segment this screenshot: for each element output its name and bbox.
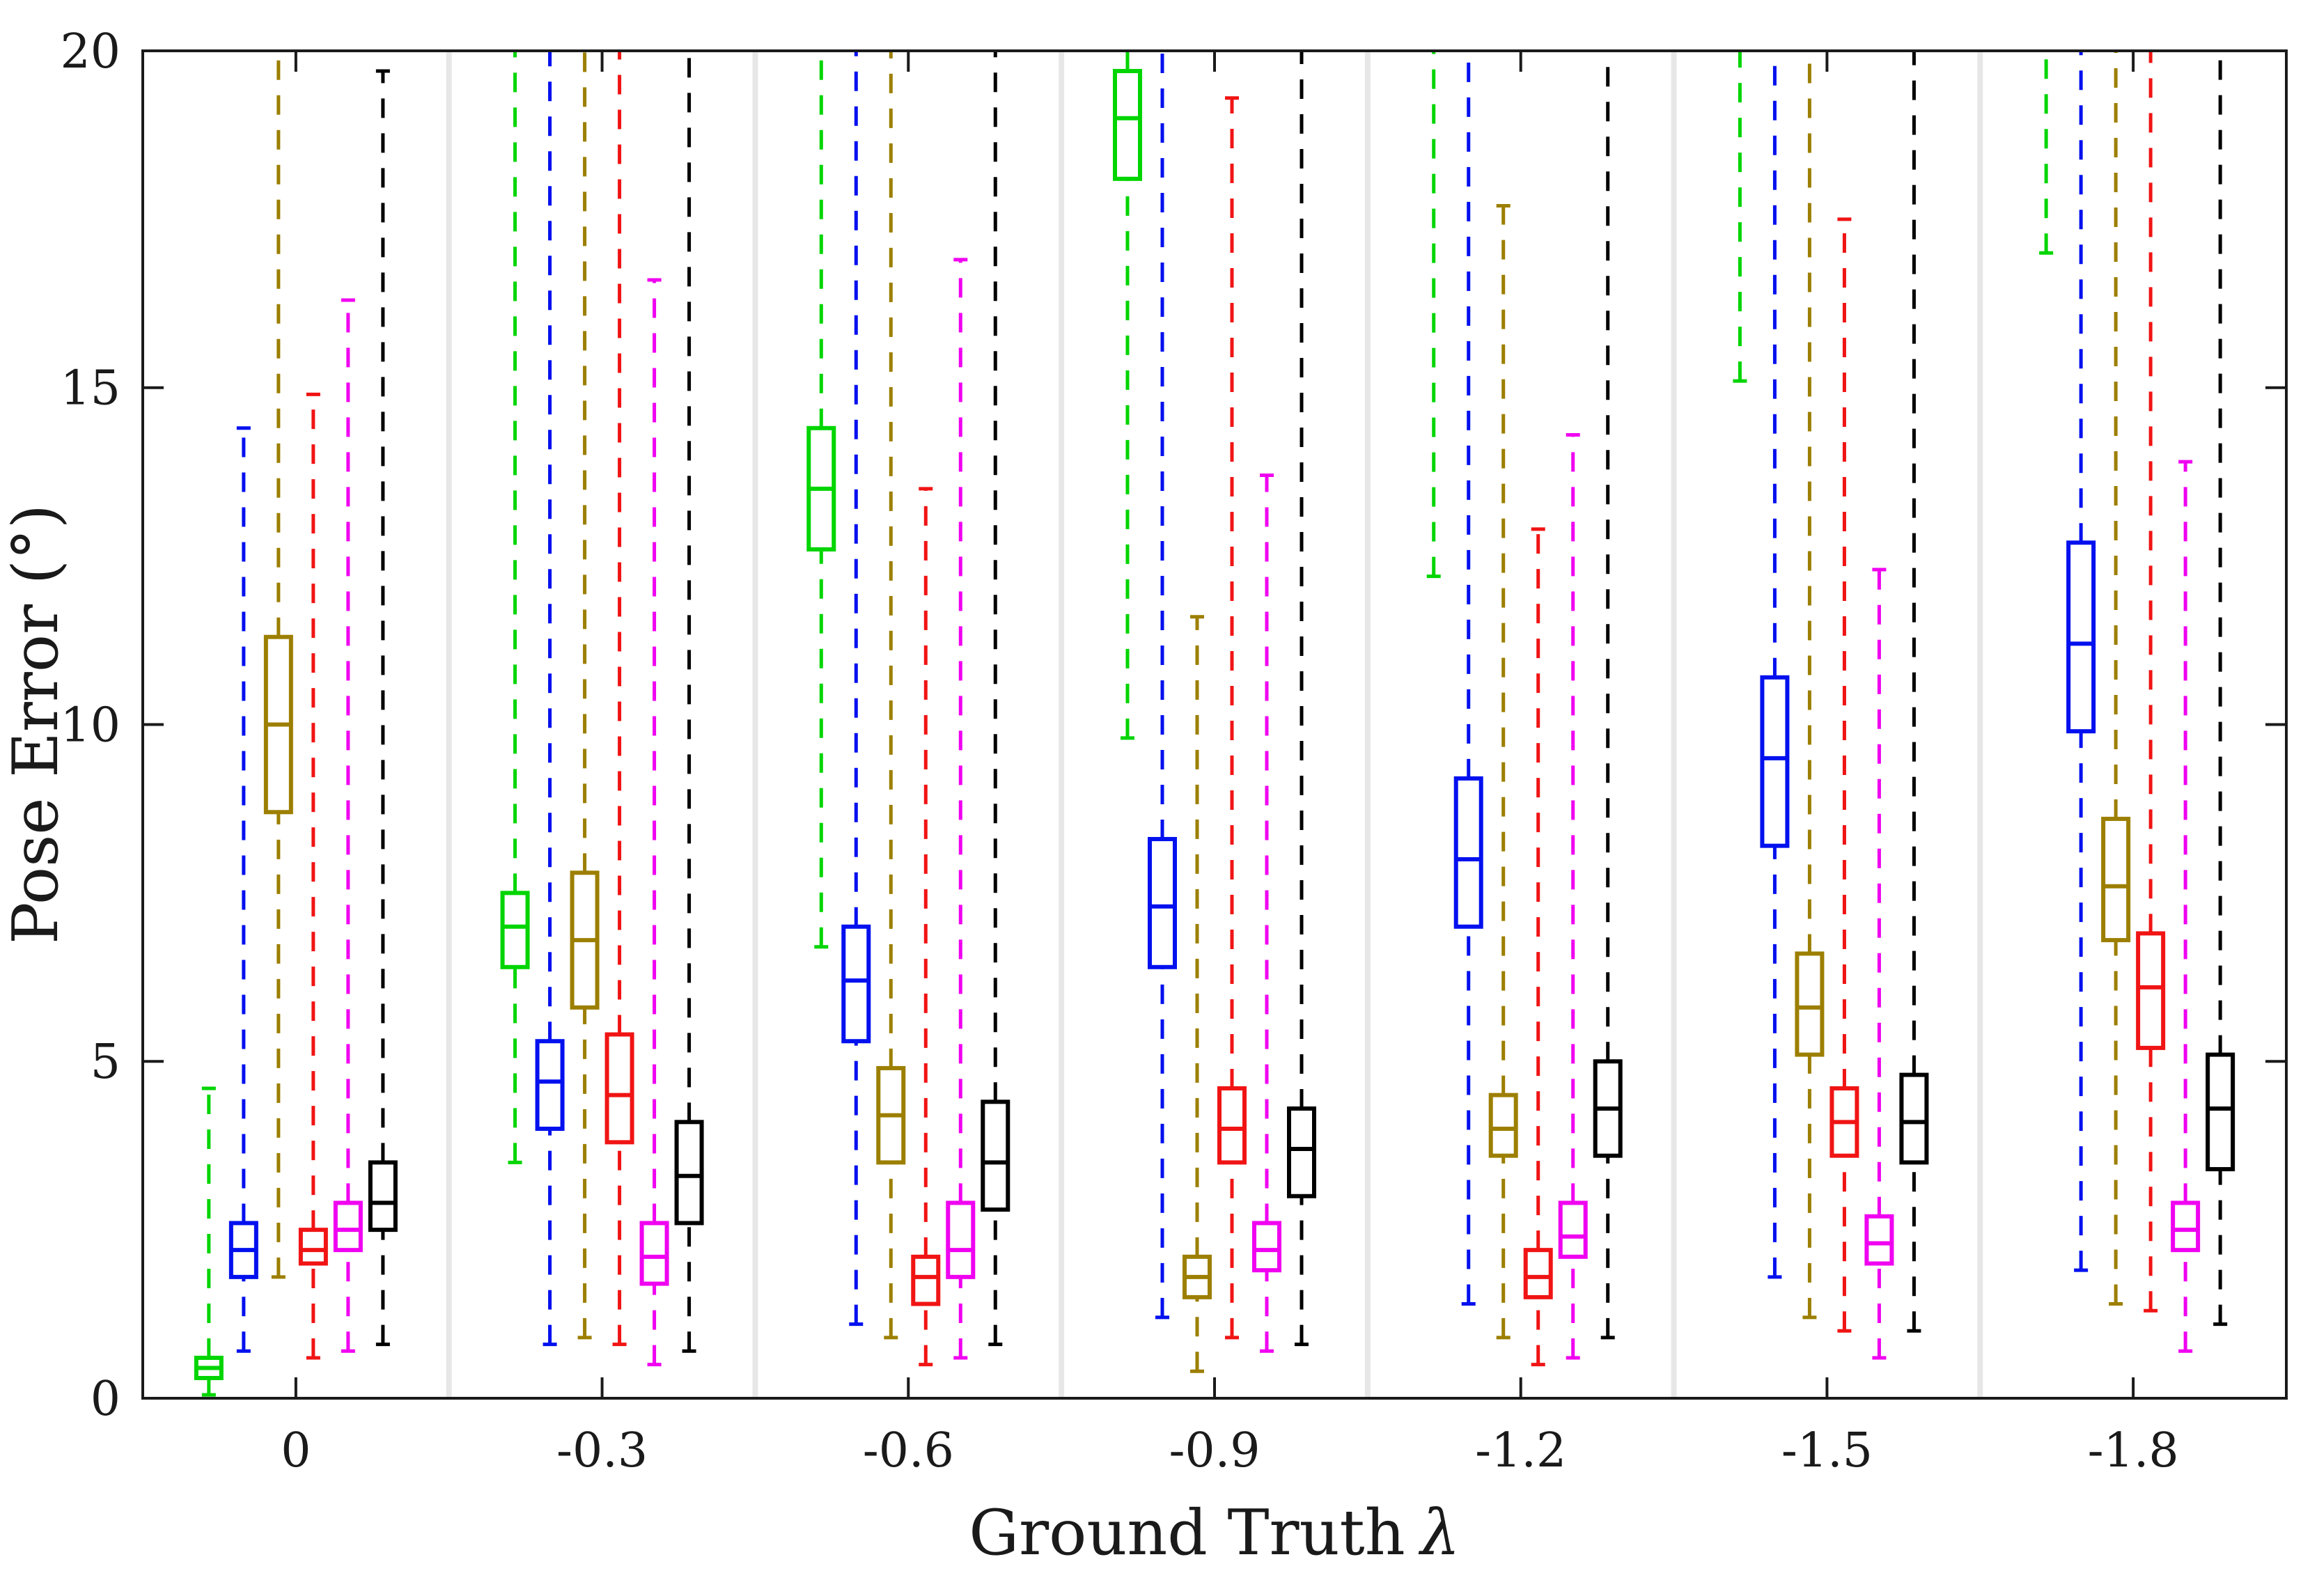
- box-blue-group--1.2: [1453, 51, 1483, 1306]
- box-red-group--0.9: [1217, 96, 1247, 1340]
- iqr-box: [2136, 931, 2166, 1050]
- box-magenta-group-0: [333, 298, 363, 1353]
- iqr-box: [368, 1160, 398, 1233]
- y-tick-label: 20: [60, 24, 120, 79]
- iqr-box: [2101, 816, 2131, 943]
- box-black-group--0.3: [674, 51, 704, 1353]
- box-black-group--1.5: [1899, 51, 1929, 1333]
- iqr-box: [535, 1039, 565, 1131]
- iqr-box: [2171, 1200, 2201, 1253]
- iqr-box: [911, 1254, 941, 1306]
- y-tick-label: 10: [60, 698, 120, 753]
- box-green-group--0.3: [500, 51, 530, 1164]
- iqr-box: [604, 1032, 634, 1145]
- iqr-box: [1488, 1093, 1518, 1158]
- y-tick-label: 5: [91, 1035, 120, 1090]
- x-tick-label: 0: [281, 1423, 311, 1478]
- box-red-group--1.8: [2136, 51, 2166, 1313]
- box-blue-group--1.5: [1760, 51, 1790, 1279]
- y-axis-label: Pose Error (°): [0, 504, 72, 944]
- box-dark-yellow-group--1.5: [1795, 51, 1825, 1320]
- box-red-group--1.5: [1829, 217, 1859, 1333]
- box-green-group--1.5: [1733, 51, 1747, 383]
- iqr-box: [1287, 1106, 1316, 1198]
- box-dark-yellow-group--0.3: [570, 51, 600, 1340]
- box-red-group--0.6: [911, 487, 941, 1367]
- box-magenta-group--1.8: [2171, 460, 2201, 1353]
- iqr-box: [298, 1228, 328, 1266]
- box-black-group--1.2: [1593, 51, 1623, 1340]
- iqr-box: [1453, 776, 1483, 929]
- box-blue-group--0.3: [535, 51, 565, 1347]
- box-black-group--0.9: [1287, 51, 1316, 1347]
- box-red-group--0.3: [604, 51, 634, 1347]
- box-magenta-group--0.3: [639, 278, 669, 1367]
- box-dark-yellow-group--0.6: [876, 51, 906, 1340]
- box-blue-group--0.9: [1148, 51, 1177, 1320]
- iqr-box: [841, 924, 871, 1044]
- x-tick-label: -1.5: [1781, 1423, 1873, 1478]
- box-dark-yellow-group-0: [263, 51, 293, 1279]
- iqr-box: [1760, 675, 1790, 848]
- x-axis-label-text: Ground Truth: [969, 1496, 1405, 1570]
- box-black-group--0.6: [981, 51, 1010, 1347]
- box-green-group--0.9: [1113, 51, 1142, 740]
- box-red-group--1.2: [1523, 527, 1553, 1367]
- tick-labels: 0 5 10 15 20 0 -0.3 -0.6 -0.9 -1.2 -1.5 -1.8: [60, 24, 2178, 1478]
- x-axis-label-lambda-icon: λ: [1419, 1496, 1460, 1570]
- iqr-box: [674, 1120, 704, 1226]
- iqr-box: [1217, 1086, 1247, 1165]
- box-magenta-group--1.5: [1864, 568, 1894, 1360]
- x-tick-label: -1.8: [2088, 1423, 2179, 1478]
- iqr-box: [1113, 69, 1142, 181]
- box-magenta-group--0.6: [946, 258, 976, 1360]
- iqr-box: [2206, 1052, 2235, 1172]
- box-green-group--1.2: [1426, 51, 1441, 579]
- iqr-box: [1864, 1214, 1894, 1266]
- y-tick-label: 0: [91, 1372, 120, 1427]
- box-green-group-0: [194, 1086, 224, 1397]
- iqr-box: [1148, 836, 1177, 969]
- iqr-box: [1523, 1248, 1553, 1299]
- box-blue-group--0.6: [841, 51, 871, 1327]
- iqr-box: [946, 1200, 976, 1279]
- iqr-box: [981, 1100, 1010, 1212]
- box-magenta-group--0.9: [1252, 474, 1281, 1353]
- box-dark-yellow-group--1.8: [2101, 51, 2131, 1306]
- y-tick-label: 15: [60, 361, 120, 416]
- iqr-box: [1558, 1200, 1588, 1259]
- x-tick-label: -0.9: [1169, 1423, 1260, 1478]
- x-tick-label: -1.2: [1475, 1423, 1566, 1478]
- iqr-box: [333, 1200, 363, 1253]
- iqr-box: [1795, 951, 1825, 1057]
- x-axis-label: Ground Truth λ: [969, 1496, 1460, 1570]
- iqr-box: [500, 891, 530, 969]
- box-blue-group-0: [228, 426, 258, 1353]
- axes: [141, 49, 2288, 1400]
- box-dark-yellow-group--1.2: [1488, 204, 1518, 1340]
- x-tick-label: -0.6: [863, 1423, 954, 1478]
- box-black-group--1.8: [2206, 51, 2235, 1327]
- box-green-group--0.6: [806, 51, 836, 949]
- iqr-box: [1899, 1072, 1929, 1165]
- iqr-box: [1252, 1221, 1281, 1273]
- iqr-box: [639, 1221, 669, 1286]
- group-separators: [446, 51, 1983, 1398]
- iqr-box: [2066, 540, 2096, 734]
- box-green-group--1.8: [2039, 51, 2054, 255]
- box-red-group-0: [298, 392, 328, 1360]
- box-magenta-group--1.2: [1558, 432, 1588, 1360]
- box-blue-group--1.8: [2066, 51, 2096, 1272]
- box-black-group-0: [368, 69, 398, 1347]
- box-dark-yellow-group--0.9: [1183, 615, 1212, 1373]
- x-tick-label: -0.3: [556, 1423, 648, 1478]
- boxplots: [194, 51, 2235, 1397]
